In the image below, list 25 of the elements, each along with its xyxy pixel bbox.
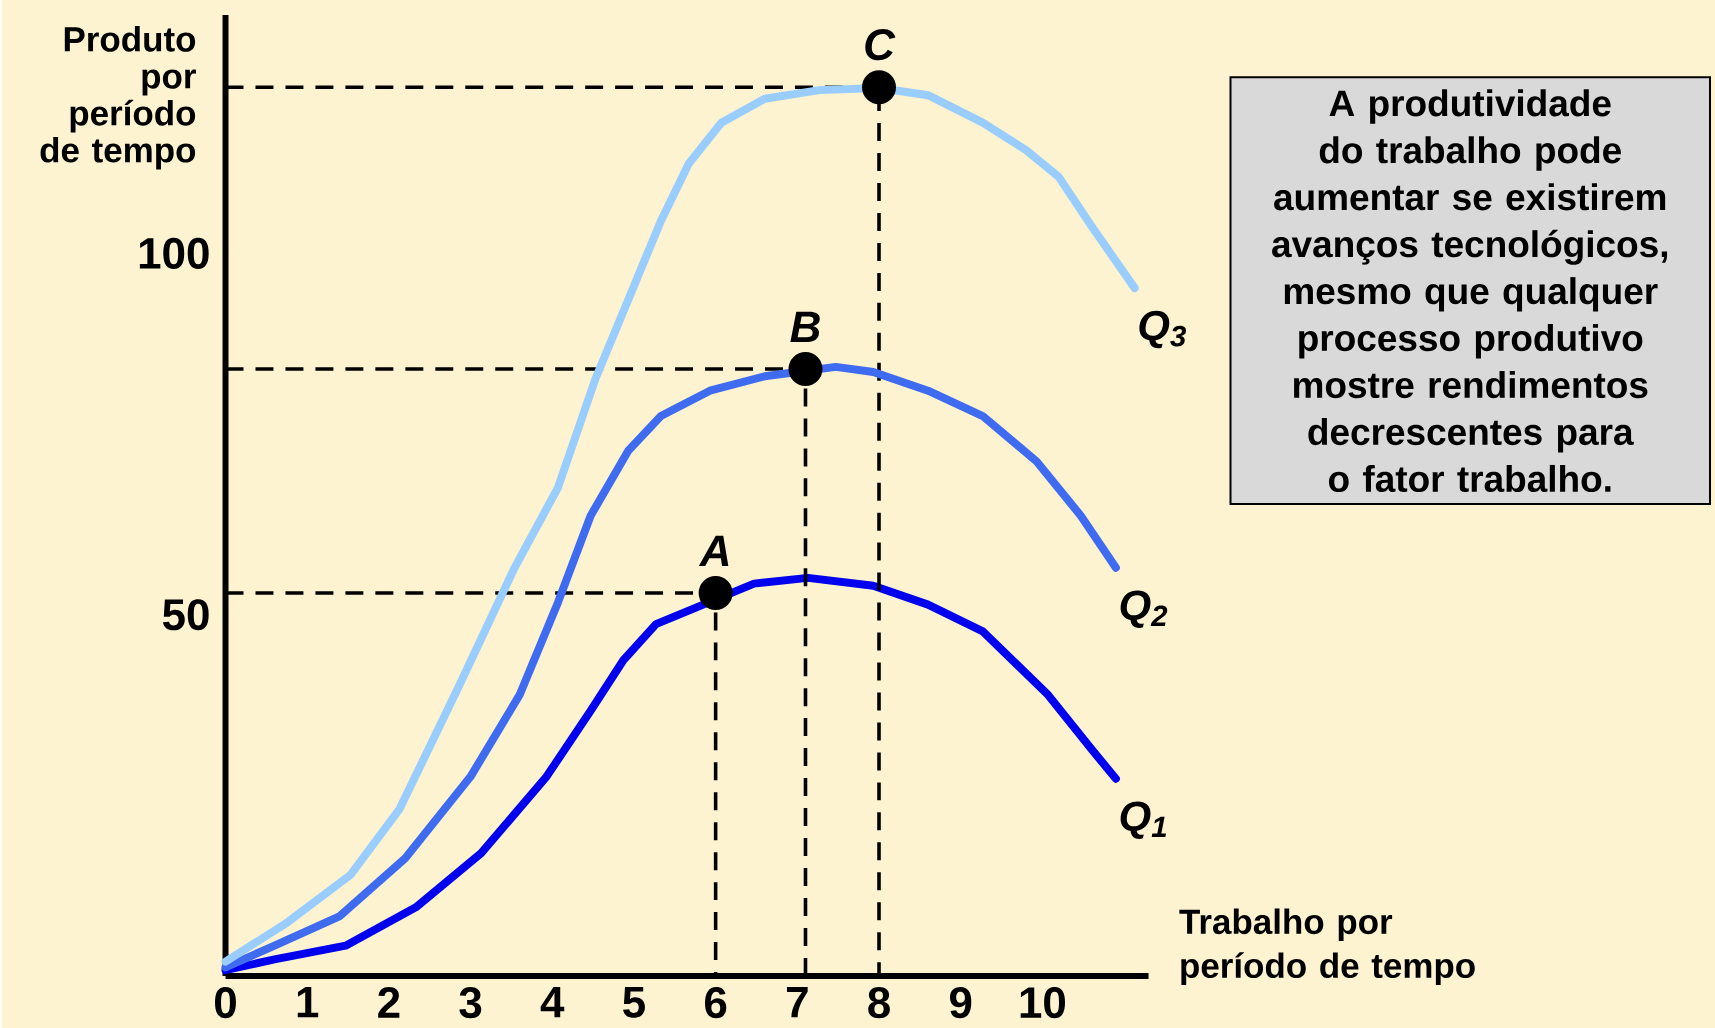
annotation: B <box>790 311 820 343</box>
series-label: Q$_{3}$ <box>1139 310 1186 349</box>
x-tick-label: 10 <box>1020 987 1066 1019</box>
x-tick-label: 4 <box>540 987 565 1018</box>
x-tick-label: 1 <box>297 987 319 1018</box>
point <box>698 576 733 611</box>
x-tick-label: 8 <box>868 987 890 1019</box>
series-label: Q$_{1}$ <box>1120 801 1166 839</box>
x-tick-label: 0 <box>215 987 236 1019</box>
x-tick-label: 6 <box>705 987 727 1019</box>
point <box>788 352 823 387</box>
text: A produtividade do trabalho pode aumentar se existirem avanços tecnológicos, mesmo que qualquer processo produtivo mostre rendimentos decrescentes para o fator trabalho. <box>1272 89 1668 493</box>
annotation: A <box>698 535 729 567</box>
point <box>862 70 896 105</box>
y-axis-title: Produto por período de tempo <box>40 26 196 170</box>
x-axis-title: Trabalho por período de tempo <box>1179 908 1475 986</box>
annotation: C <box>865 29 896 61</box>
x-tick-label: 2 <box>378 987 400 1018</box>
x-tick-label: 9 <box>950 987 972 1019</box>
x-tick-label: 7 <box>786 987 808 1018</box>
y-tick-label: 100 <box>139 237 209 270</box>
y-tick-label: 50 <box>162 599 209 631</box>
series-label: Q$_{2}$ <box>1120 590 1168 628</box>
x-tick-label: 5 <box>623 987 645 1018</box>
x-tick-label: 3 <box>459 987 482 1019</box>
